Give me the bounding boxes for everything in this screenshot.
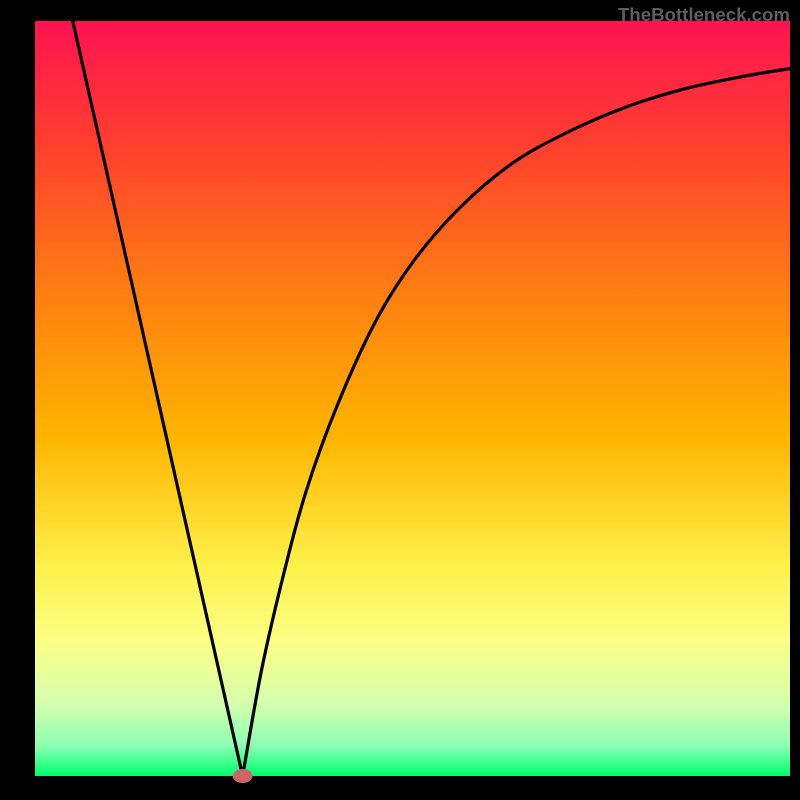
vertex-marker [233, 769, 253, 783]
chart-plot-area [35, 21, 790, 776]
chart-svg [0, 0, 800, 800]
bottleneck-chart: TheBottleneck.com [0, 0, 800, 800]
watermark-text: TheBottleneck.com [618, 4, 790, 26]
